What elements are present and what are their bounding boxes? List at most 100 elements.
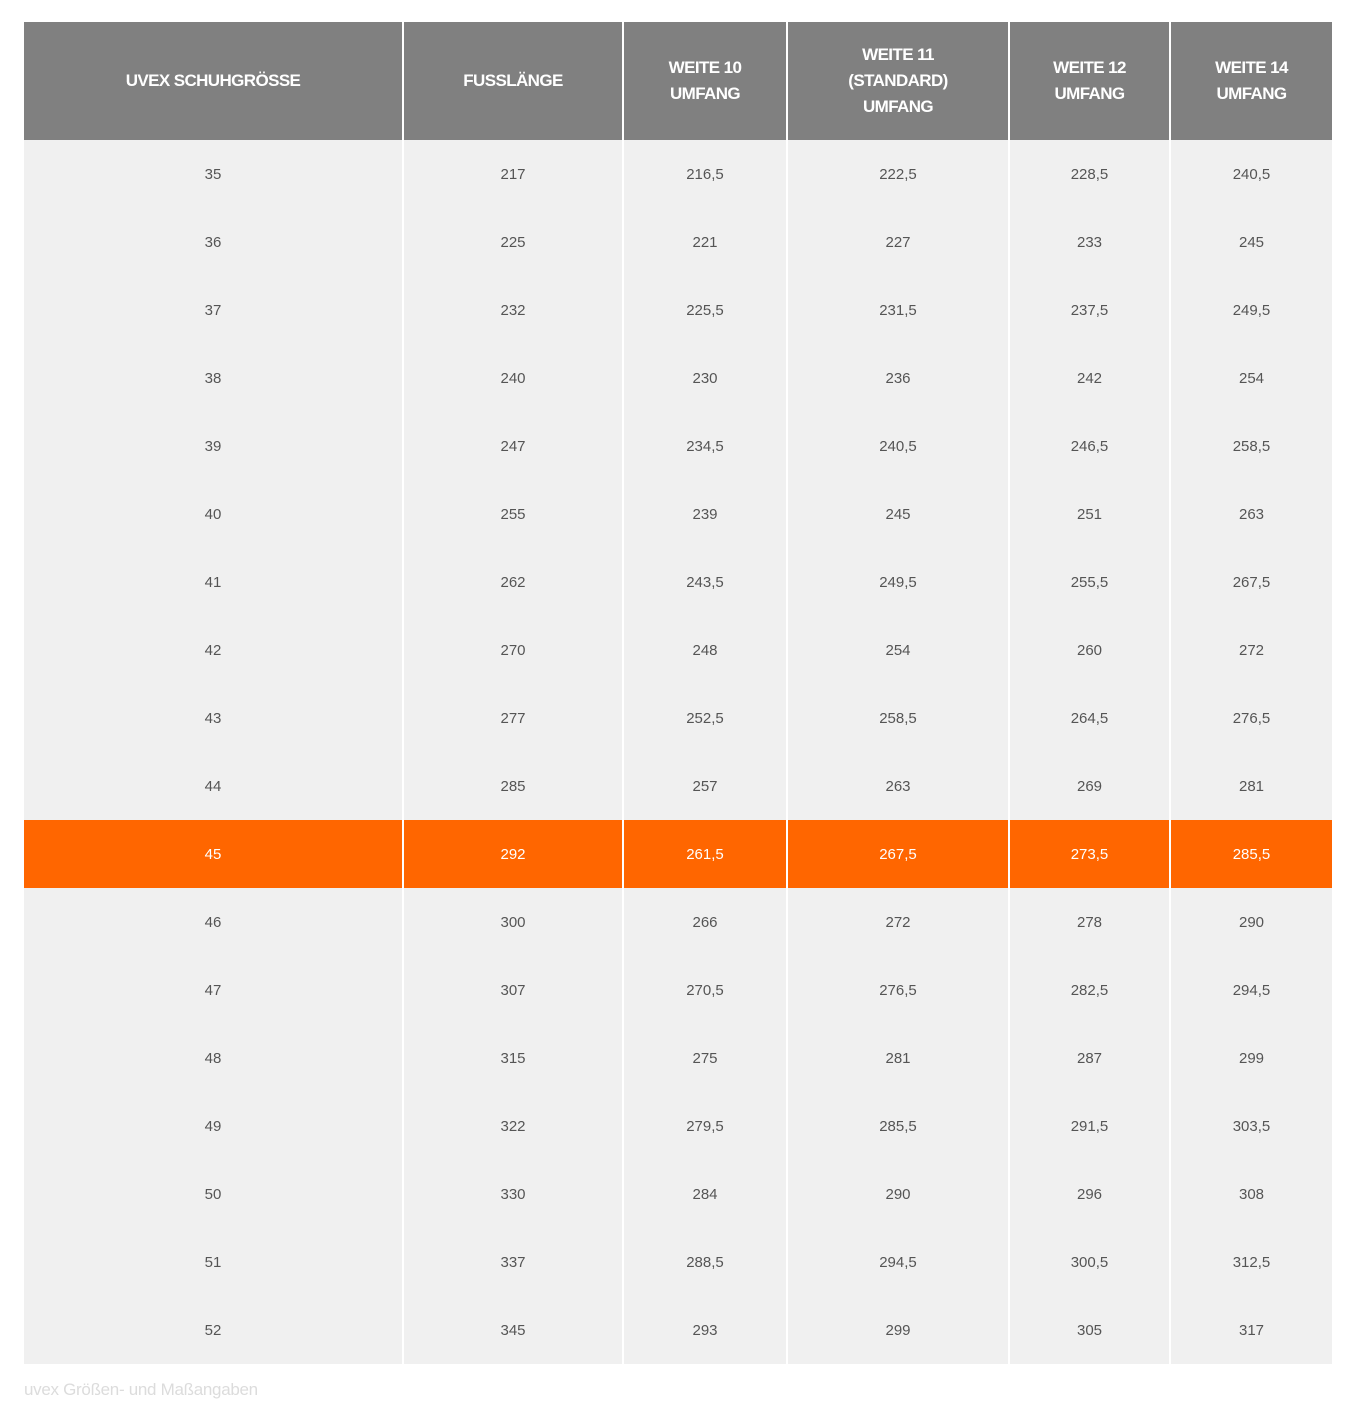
table-row: 50 330 284 290 296 308	[24, 1160, 1332, 1228]
cell-width-11: 236	[788, 344, 1010, 412]
cell-shoe-size: 43	[24, 684, 404, 752]
cell-shoe-size: 52	[24, 1296, 404, 1364]
cell-width-14: 294,5	[1171, 956, 1332, 1024]
cell-width-11: 227	[788, 208, 1010, 276]
cell-width-10: 257	[624, 752, 788, 820]
cell-width-11: 299	[788, 1296, 1010, 1364]
header-foot-length: FUSSLÄNGE	[404, 22, 624, 152]
cell-shoe-size: 35	[24, 140, 404, 208]
cell-width-14: 263	[1171, 480, 1332, 548]
cell-width-10: 248	[624, 616, 788, 684]
cell-width-12: 255,5	[1010, 548, 1171, 616]
table-row: 49 322 279,5 285,5 291,5 303,5	[24, 1092, 1332, 1160]
cell-width-10: 221	[624, 208, 788, 276]
table-row: 35 217 216,5 222,5 228,5 240,5	[24, 140, 1332, 208]
cell-width-10: 279,5	[624, 1092, 788, 1160]
cell-shoe-size: 48	[24, 1024, 404, 1092]
table-row: 40 255 239 245 251 263	[24, 480, 1332, 548]
table-row: 43 277 252,5 258,5 264,5 276,5	[24, 684, 1332, 752]
cell-width-14: 299	[1171, 1024, 1332, 1092]
cell-width-11: 254	[788, 616, 1010, 684]
cell-width-14: 258,5	[1171, 412, 1332, 480]
cell-width-12: 287	[1010, 1024, 1171, 1092]
table-row: 38 240 230 236 242 254	[24, 344, 1332, 412]
cell-width-11: 272	[788, 888, 1010, 956]
cell-width-14: 308	[1171, 1160, 1332, 1228]
cell-width-10: 225,5	[624, 276, 788, 344]
cell-width-14: 240,5	[1171, 140, 1332, 208]
cell-width-10: 261,5	[624, 820, 788, 888]
cell-width-14: 312,5	[1171, 1228, 1332, 1296]
cell-foot-length: 337	[404, 1228, 624, 1296]
cell-foot-length: 292	[404, 820, 624, 888]
cell-width-14: 267,5	[1171, 548, 1332, 616]
cell-width-10: 216,5	[624, 140, 788, 208]
cell-shoe-size: 46	[24, 888, 404, 956]
header-width-11: WEITE 11 (STANDARD) UMFANG	[788, 22, 1010, 152]
cell-width-11: 290	[788, 1160, 1010, 1228]
table-header: UVEX SCHUHGRÖSSE FUSSLÄNGE WEITE 10 UMFA…	[24, 22, 1332, 152]
cell-shoe-size: 49	[24, 1092, 404, 1160]
table-row: 42 270 248 254 260 272	[24, 616, 1332, 684]
cell-width-14: 285,5	[1171, 820, 1332, 888]
cell-width-12: 291,5	[1010, 1092, 1171, 1160]
cell-width-14: 245	[1171, 208, 1332, 276]
cell-width-10: 234,5	[624, 412, 788, 480]
cell-width-11: 249,5	[788, 548, 1010, 616]
cell-width-11: 263	[788, 752, 1010, 820]
cell-width-14: 281	[1171, 752, 1332, 820]
table-row: 36 225 221 227 233 245	[24, 208, 1332, 276]
cell-width-11: 222,5	[788, 140, 1010, 208]
cell-width-11: 281	[788, 1024, 1010, 1092]
cell-width-11: 258,5	[788, 684, 1010, 752]
cell-foot-length: 247	[404, 412, 624, 480]
table-row: 47 307 270,5 276,5 282,5 294,5	[24, 956, 1332, 1024]
cell-foot-length: 322	[404, 1092, 624, 1160]
cell-foot-length: 330	[404, 1160, 624, 1228]
cell-width-12: 282,5	[1010, 956, 1171, 1024]
cell-width-11: 240,5	[788, 412, 1010, 480]
cell-foot-length: 262	[404, 548, 624, 616]
cell-shoe-size: 41	[24, 548, 404, 616]
cell-shoe-size: 39	[24, 412, 404, 480]
table-row: 46 300 266 272 278 290	[24, 888, 1332, 956]
cell-width-12: 237,5	[1010, 276, 1171, 344]
cell-width-11: 294,5	[788, 1228, 1010, 1296]
header-width-10: WEITE 10 UMFANG	[624, 22, 788, 152]
cell-foot-length: 255	[404, 480, 624, 548]
cell-foot-length: 345	[404, 1296, 624, 1364]
table-caption: uvex Größen- und Maßangaben	[24, 1380, 258, 1399]
cell-width-12: 242	[1010, 344, 1171, 412]
cell-width-14: 317	[1171, 1296, 1332, 1364]
cell-width-11: 231,5	[788, 276, 1010, 344]
cell-width-12: 246,5	[1010, 412, 1171, 480]
cell-width-10: 266	[624, 888, 788, 956]
cell-width-11: 245	[788, 480, 1010, 548]
cell-foot-length: 315	[404, 1024, 624, 1092]
cell-width-14: 254	[1171, 344, 1332, 412]
cell-shoe-size: 44	[24, 752, 404, 820]
cell-shoe-size: 51	[24, 1228, 404, 1296]
cell-shoe-size: 50	[24, 1160, 404, 1228]
cell-width-14: 290	[1171, 888, 1332, 956]
cell-shoe-size: 42	[24, 616, 404, 684]
cell-width-10: 270,5	[624, 956, 788, 1024]
table-row: 37 232 225,5 231,5 237,5 249,5	[24, 276, 1332, 344]
cell-shoe-size: 47	[24, 956, 404, 1024]
cell-shoe-size: 38	[24, 344, 404, 412]
cell-foot-length: 232	[404, 276, 624, 344]
table-row: 44 285 257 263 269 281	[24, 752, 1332, 820]
cell-foot-length: 300	[404, 888, 624, 956]
header-width-14: WEITE 14 UMFANG	[1171, 22, 1332, 152]
cell-width-10: 284	[624, 1160, 788, 1228]
table-row: 51 337 288,5 294,5 300,5 312,5	[24, 1228, 1332, 1296]
table-row-highlighted: 45 292 261,5 267,5 273,5 285,5	[24, 820, 1332, 888]
cell-width-10: 239	[624, 480, 788, 548]
cell-foot-length: 307	[404, 956, 624, 1024]
cell-width-12: 228,5	[1010, 140, 1171, 208]
header-width-12: WEITE 12 UMFANG	[1010, 22, 1171, 152]
cell-shoe-size: 36	[24, 208, 404, 276]
table-body: 35 217 216,5 222,5 228,5 240,5 36 225 221 227 233 2…	[24, 140, 1332, 1364]
cell-shoe-size: 40	[24, 480, 404, 548]
header-shoe-size: UVEX SCHUHGRÖSSE	[24, 22, 404, 152]
